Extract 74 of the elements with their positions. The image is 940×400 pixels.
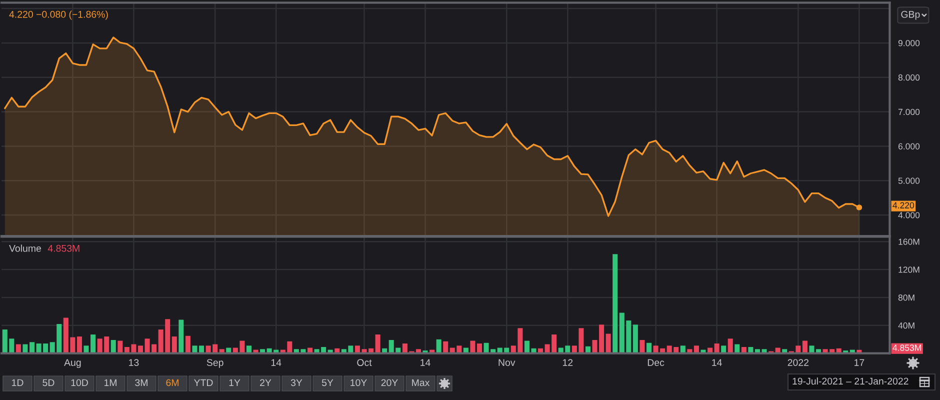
bar [118, 340, 123, 354]
text: 6M [166, 379, 178, 386]
x-tick-label: Nov [498, 359, 516, 366]
bar [476, 344, 482, 354]
bar [178, 320, 184, 354]
bar [246, 346, 252, 354]
text: 4.853M [48, 244, 80, 252]
x-tick-label: Oct [357, 359, 372, 366]
bar [802, 340, 808, 354]
bar [714, 344, 720, 354]
bar [443, 341, 448, 354]
bar [646, 342, 652, 354]
text: 2Y [260, 379, 272, 386]
bar [470, 340, 476, 354]
text: 1Y [229, 379, 240, 386]
text: 5Y [322, 379, 334, 386]
x-tick-label: 17 [854, 359, 864, 366]
bar [436, 339, 442, 354]
y-tick-label: 160M [898, 238, 920, 245]
y-tick-label: 6.000 [898, 143, 920, 150]
bar [728, 338, 733, 354]
bar [680, 346, 686, 354]
bar [612, 254, 618, 354]
x-tick-label: Aug [64, 359, 81, 368]
text: 3Y [290, 379, 302, 386]
y-tick-label: 80M [898, 294, 914, 301]
bar [199, 346, 204, 354]
bar [16, 344, 21, 354]
x-tick-label: 14 [712, 359, 722, 366]
bar [138, 346, 143, 354]
text: 1D [12, 379, 24, 386]
y-tick-label: 40M [898, 322, 914, 329]
bar [110, 340, 116, 354]
x-tick-label: 12 [562, 359, 573, 366]
bar [606, 334, 611, 354]
y-tick-label: 5.000 [898, 178, 920, 184]
text: Volume [9, 244, 41, 252]
text: YTD [194, 379, 213, 386]
bar [172, 336, 177, 354]
y-tick-label: 8.000 [898, 74, 920, 81]
y-tick-label: 9.000 [898, 40, 920, 46]
bar [30, 342, 35, 354]
text: 4.220 −0.080 (−1.86%) [9, 10, 108, 20]
bar [721, 346, 726, 354]
text: 4.220 [892, 202, 914, 208]
bar [22, 344, 28, 354]
bar [185, 336, 190, 354]
bar [734, 344, 740, 354]
bar [192, 346, 198, 354]
y-axis-title: GBp [901, 10, 920, 20]
x-tick-label: 14 [271, 359, 282, 366]
y-tick-label: 7.000 [898, 108, 920, 116]
text: 5D [42, 379, 54, 386]
text: 20Y [381, 379, 398, 386]
x-tick-label: 2022 [788, 359, 808, 366]
y-tick-label: 4.000 [898, 212, 920, 218]
bar [640, 340, 645, 354]
y-tick-label: 120M [898, 266, 920, 273]
x-tick-label: 13 [129, 359, 139, 366]
x-tick-label: Dec [648, 359, 664, 366]
text: 3M [135, 379, 148, 386]
bar [694, 346, 699, 354]
text: 10D [71, 379, 88, 386]
bar [375, 334, 380, 354]
x-tick-label: 14 [420, 359, 430, 366]
bar [632, 324, 638, 354]
text: 1M [104, 379, 116, 386]
bar [809, 346, 814, 354]
text: 10Y [350, 379, 367, 386]
bar [76, 336, 82, 354]
text: 4.853M [892, 344, 921, 351]
text: Max [412, 379, 430, 386]
x-tick-label: Sep [206, 359, 224, 368]
text: 19-Jul-2021 – 21-Jan-2022 [792, 377, 908, 385]
